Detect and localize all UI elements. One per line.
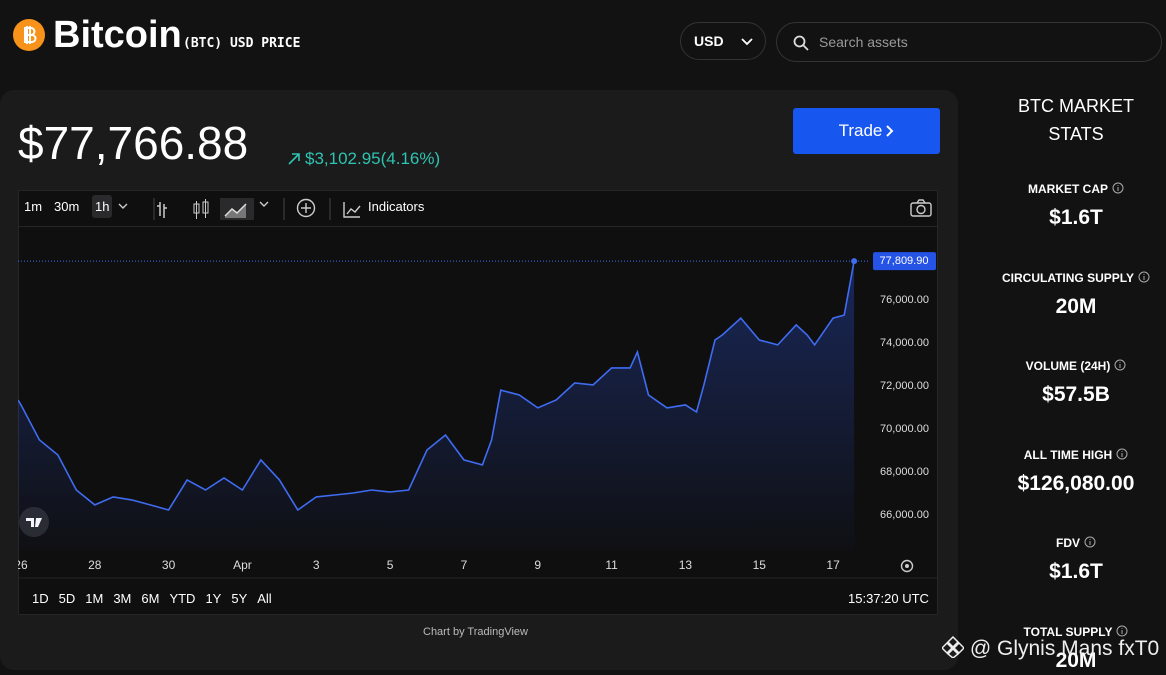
stat-label-row: CIRCULATING SUPPLY xyxy=(990,271,1162,285)
currency: USD xyxy=(694,33,724,49)
range-button[interactable]: 1D xyxy=(32,591,49,606)
stat-label: MARKET CAP xyxy=(1028,182,1108,196)
clock: 15:37:20 UTC xyxy=(848,591,929,606)
info-icon[interactable] xyxy=(1108,182,1124,194)
x-tick-label: 26 xyxy=(18,558,28,572)
stat-label: FDV xyxy=(1056,536,1080,550)
stat-value: 20M xyxy=(1055,649,1097,672)
stat-label-row: MARKET CAP xyxy=(990,182,1162,196)
interval-button[interactable]: 1h xyxy=(92,195,113,218)
camera-icon[interactable] xyxy=(910,199,932,217)
y-tick-label: 68,000.00 xyxy=(880,466,929,478)
price-change: $3,102.95(4.16%) xyxy=(305,149,441,168)
stat-value: $1.6T xyxy=(1049,206,1103,229)
info-icon[interactable] xyxy=(1134,271,1150,283)
stat-label: ALL TIME HIGH xyxy=(1023,448,1113,462)
currency-select[interactable]: USD xyxy=(680,22,766,60)
chevron xyxy=(118,203,128,209)
stat: VOLUME (24H) $57.5B xyxy=(990,359,1162,407)
stat-label: CIRCULATING SUPPLY xyxy=(1001,271,1134,285)
last-price-label: 77,809.90 xyxy=(880,255,929,267)
last-point xyxy=(851,258,858,265)
y-tick-label: 74,000.00 xyxy=(880,337,929,349)
y-tick-label: 76,000.00 xyxy=(880,294,929,306)
range-button[interactable]: 1Y xyxy=(205,591,222,606)
x-tick-label: 3 xyxy=(313,558,320,572)
y-tick-label: 70,000.00 xyxy=(880,423,929,435)
title: Bitcoin xyxy=(53,14,182,56)
chart-toolbar: 1m 30m 1h Indicators xyxy=(18,190,938,227)
stat-label: TOTAL SUPPLY xyxy=(1023,625,1113,639)
stat-label-row: VOLUME (24H) xyxy=(990,359,1162,373)
trade-button[interactable]: Trade xyxy=(793,108,940,154)
stats-title: BTC MARKET STATS xyxy=(1017,96,1134,144)
subtitle: (BTC) USD PRICE xyxy=(183,36,301,51)
range-button[interactable]: 5D xyxy=(58,591,76,606)
stat: TOTAL SUPPLY 20M xyxy=(990,625,1162,673)
x-tick-label: 28 xyxy=(88,558,102,572)
info-icon[interactable] xyxy=(1112,448,1128,460)
up-arrow xyxy=(288,153,300,165)
chevron xyxy=(741,38,753,46)
settings-icon[interactable] xyxy=(900,559,914,573)
stat-value: 20M xyxy=(1055,295,1097,318)
x-tick-label: 15 xyxy=(753,558,767,572)
stat-value: $57.5B xyxy=(1042,383,1110,406)
toolbar-icons[interactable] xyxy=(152,198,402,220)
info-icon[interactable] xyxy=(1080,536,1096,548)
x-tick-label: 30 xyxy=(162,558,176,572)
y-tick-label: 66,000.00 xyxy=(880,509,929,521)
watermark-icon xyxy=(940,635,966,659)
stat-value: $126,080.00 xyxy=(1017,472,1135,495)
x-tick-label: 13 xyxy=(679,558,693,572)
interval-button[interactable]: 1m xyxy=(24,199,43,214)
x-tick-label: Apr xyxy=(233,558,252,572)
range-button[interactable]: 1M xyxy=(85,591,104,606)
info-icon[interactable] xyxy=(1110,359,1126,371)
x-tick-label: 17 xyxy=(826,558,840,572)
range-button[interactable]: All xyxy=(257,591,272,606)
stat: ALL TIME HIGH $126,080.00 xyxy=(990,448,1162,496)
stat-label-row: FDV xyxy=(990,536,1162,550)
stat-label-row: TOTAL SUPPLY xyxy=(990,625,1162,639)
info-icon[interactable] xyxy=(1112,625,1128,637)
y-tick-label: 72,000.00 xyxy=(880,380,929,392)
stat-value: $1.6T xyxy=(1049,560,1103,583)
chart-credit: Chart by TradingView xyxy=(423,626,528,638)
chevron xyxy=(886,125,894,137)
watermark: @ Glynis Mans fxT0 xyxy=(940,635,1160,661)
search-box[interactable]: Search assets xyxy=(776,22,1162,62)
range-button[interactable]: 6M xyxy=(141,591,160,606)
stat: FDV $1.6T xyxy=(990,536,1162,584)
stat: CIRCULATING SUPPLY 20M xyxy=(990,271,1162,319)
range-list: 1D 5D 1M 3M 6M YTD 1Y 5Y All xyxy=(32,591,282,606)
watermark-text: @ Glynis Mans fxT0 xyxy=(969,637,1160,660)
range-button[interactable]: YTD xyxy=(169,591,196,606)
stat-label-row: ALL TIME HIGH xyxy=(990,448,1162,462)
range-button[interactable]: 5Y xyxy=(231,591,248,606)
btc-icon xyxy=(13,19,45,51)
x-tick-label: 5 xyxy=(387,558,394,572)
x-tick-label: 9 xyxy=(534,558,541,572)
x-tick-label: 11 xyxy=(605,558,618,572)
price-chart: 66,000.00 68,000.00 70,000.00 72,000.00 74,0… xyxy=(18,252,938,579)
search-icon xyxy=(793,35,809,51)
current-price: $77,766.88 xyxy=(18,117,249,169)
last-price-box xyxy=(873,252,936,271)
trade-label: Trade xyxy=(838,121,883,140)
interval-button[interactable]: 30m xyxy=(54,199,80,214)
stat: MARKET CAP $1.6T xyxy=(990,182,1162,230)
x-tick-label: 7 xyxy=(461,558,468,572)
stat-label: VOLUME (24H) xyxy=(1025,359,1111,373)
range-button[interactable]: 3M xyxy=(113,591,132,606)
price-line xyxy=(18,260,855,512)
search-placeholder: Search assets xyxy=(819,34,908,50)
indicators-button[interactable]: Indicators xyxy=(368,199,425,214)
area xyxy=(18,261,855,550)
